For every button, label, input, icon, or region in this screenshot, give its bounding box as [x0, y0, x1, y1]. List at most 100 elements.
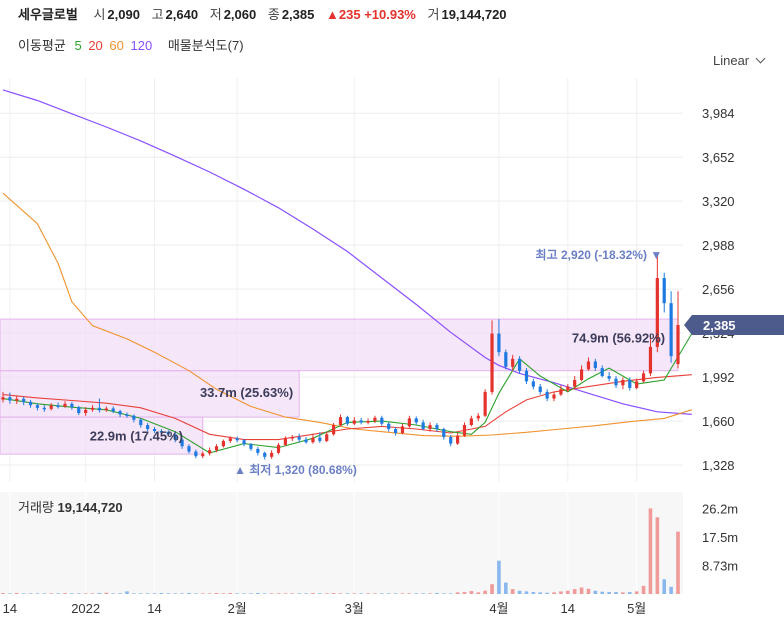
candle-body[interactable]	[139, 419, 143, 426]
candle-body[interactable]	[414, 418, 418, 423]
candle-body[interactable]	[97, 407, 102, 411]
candle-body[interactable]	[77, 407, 81, 414]
candle-body[interactable]	[283, 438, 287, 445]
candle-body[interactable]	[490, 333, 494, 392]
candle-body[interactable]	[194, 451, 198, 457]
volume-profile-box[interactable]	[0, 318, 679, 372]
candle-body[interactable]	[214, 446, 219, 451]
candle-body[interactable]	[476, 415, 480, 419]
candle-body[interactable]	[483, 391, 487, 416]
candle-body[interactable]	[635, 381, 639, 388]
candle-body[interactable]	[84, 409, 88, 414]
candle-body[interactable]	[504, 352, 508, 367]
candle-body[interactable]	[180, 439, 184, 447]
candle-body[interactable]	[56, 405, 60, 407]
candle-body[interactable]	[125, 414, 129, 416]
candle-body[interactable]	[270, 452, 274, 457]
candle-body[interactable]	[290, 436, 294, 439]
candle-body[interactable]	[276, 444, 281, 453]
candle-body[interactable]	[449, 436, 453, 444]
candle-body[interactable]	[455, 435, 460, 444]
candle-body[interactable]	[42, 407, 46, 410]
candle-body[interactable]	[1, 397, 5, 400]
candle-body[interactable]	[263, 452, 267, 457]
candle-body[interactable]	[146, 425, 150, 430]
candle-body[interactable]	[332, 425, 336, 435]
candle-body[interactable]	[442, 429, 446, 437]
ma-60-label[interactable]: 60	[109, 38, 124, 53]
candle-body[interactable]	[352, 420, 356, 424]
candle-body[interactable]	[579, 369, 584, 381]
candle-body[interactable]	[166, 431, 170, 435]
candle-body[interactable]	[380, 417, 384, 424]
scale-toggle[interactable]: Linear	[713, 53, 766, 68]
candle-body[interactable]	[524, 370, 529, 382]
candle-body[interactable]	[373, 417, 377, 422]
candle-body[interactable]	[607, 376, 611, 379]
candle-body[interactable]	[545, 391, 549, 399]
candle-body[interactable]	[566, 386, 570, 390]
candle-body[interactable]	[297, 436, 301, 440]
ma-20-label[interactable]: 20	[88, 38, 103, 53]
candle-body[interactable]	[655, 278, 659, 347]
candle-body[interactable]	[311, 437, 315, 443]
candle-body[interactable]	[28, 401, 33, 406]
candle-body[interactable]	[621, 380, 625, 386]
candle-body[interactable]	[22, 398, 26, 402]
volume-profile-box[interactable]	[0, 416, 204, 455]
ma-120-label[interactable]: 120	[130, 38, 153, 53]
candle-body[interactable]	[531, 381, 535, 387]
candle-body[interactable]	[173, 434, 177, 440]
candle-body[interactable]	[648, 346, 653, 374]
candle-body[interactable]	[586, 361, 591, 370]
candle-body[interactable]	[538, 386, 542, 392]
volume-profile-box[interactable]	[0, 370, 300, 418]
candle-body[interactable]	[249, 444, 253, 449]
candle-body[interactable]	[669, 303, 673, 357]
candle-body[interactable]	[201, 453, 205, 457]
candle-body[interactable]	[70, 403, 74, 408]
candle-body[interactable]	[359, 420, 363, 423]
candle-body[interactable]	[152, 429, 157, 432]
candle-body[interactable]	[345, 417, 349, 424]
candle-body[interactable]	[366, 421, 370, 423]
candle-body[interactable]	[208, 450, 212, 454]
candle-body[interactable]	[90, 407, 95, 410]
candle-body[interactable]	[49, 405, 53, 409]
candle-body[interactable]	[573, 380, 577, 387]
candle-body[interactable]	[641, 373, 646, 382]
candle-body[interactable]	[435, 425, 439, 430]
candle-body[interactable]	[221, 440, 226, 447]
candle-body[interactable]	[318, 437, 322, 441]
candle-body[interactable]	[132, 415, 136, 420]
candle-body[interactable]	[628, 380, 632, 388]
candle-body[interactable]	[400, 426, 405, 433]
candle-body[interactable]	[35, 405, 40, 408]
candle-body[interactable]	[304, 439, 308, 443]
candle-body[interactable]	[187, 446, 191, 452]
candle-body[interactable]	[407, 418, 411, 427]
candle-body[interactable]	[593, 361, 597, 369]
candle-body[interactable]	[256, 448, 260, 453]
candle-body[interactable]	[517, 358, 522, 371]
candle-body[interactable]	[511, 358, 515, 367]
candle-body[interactable]	[600, 368, 604, 377]
candle-body[interactable]	[325, 434, 329, 441]
candle-body[interactable]	[242, 440, 246, 445]
candle-body[interactable]	[614, 378, 618, 386]
candle-body[interactable]	[235, 438, 239, 441]
ma-5-label[interactable]: 5	[74, 38, 82, 53]
candle-body[interactable]	[338, 417, 343, 426]
volume-profile-label[interactable]: 매물분석도(7)	[167, 38, 244, 53]
candle-body[interactable]	[552, 394, 556, 399]
candle-body[interactable]	[462, 425, 467, 436]
candle-body[interactable]	[497, 333, 501, 353]
candle-body[interactable]	[159, 431, 164, 433]
candle-body[interactable]	[63, 403, 67, 407]
candle-body[interactable]	[662, 278, 666, 304]
candle-body[interactable]	[15, 398, 19, 401]
candle-body[interactable]	[118, 411, 122, 415]
candle-body[interactable]	[8, 397, 12, 401]
candle-body[interactable]	[111, 408, 115, 412]
